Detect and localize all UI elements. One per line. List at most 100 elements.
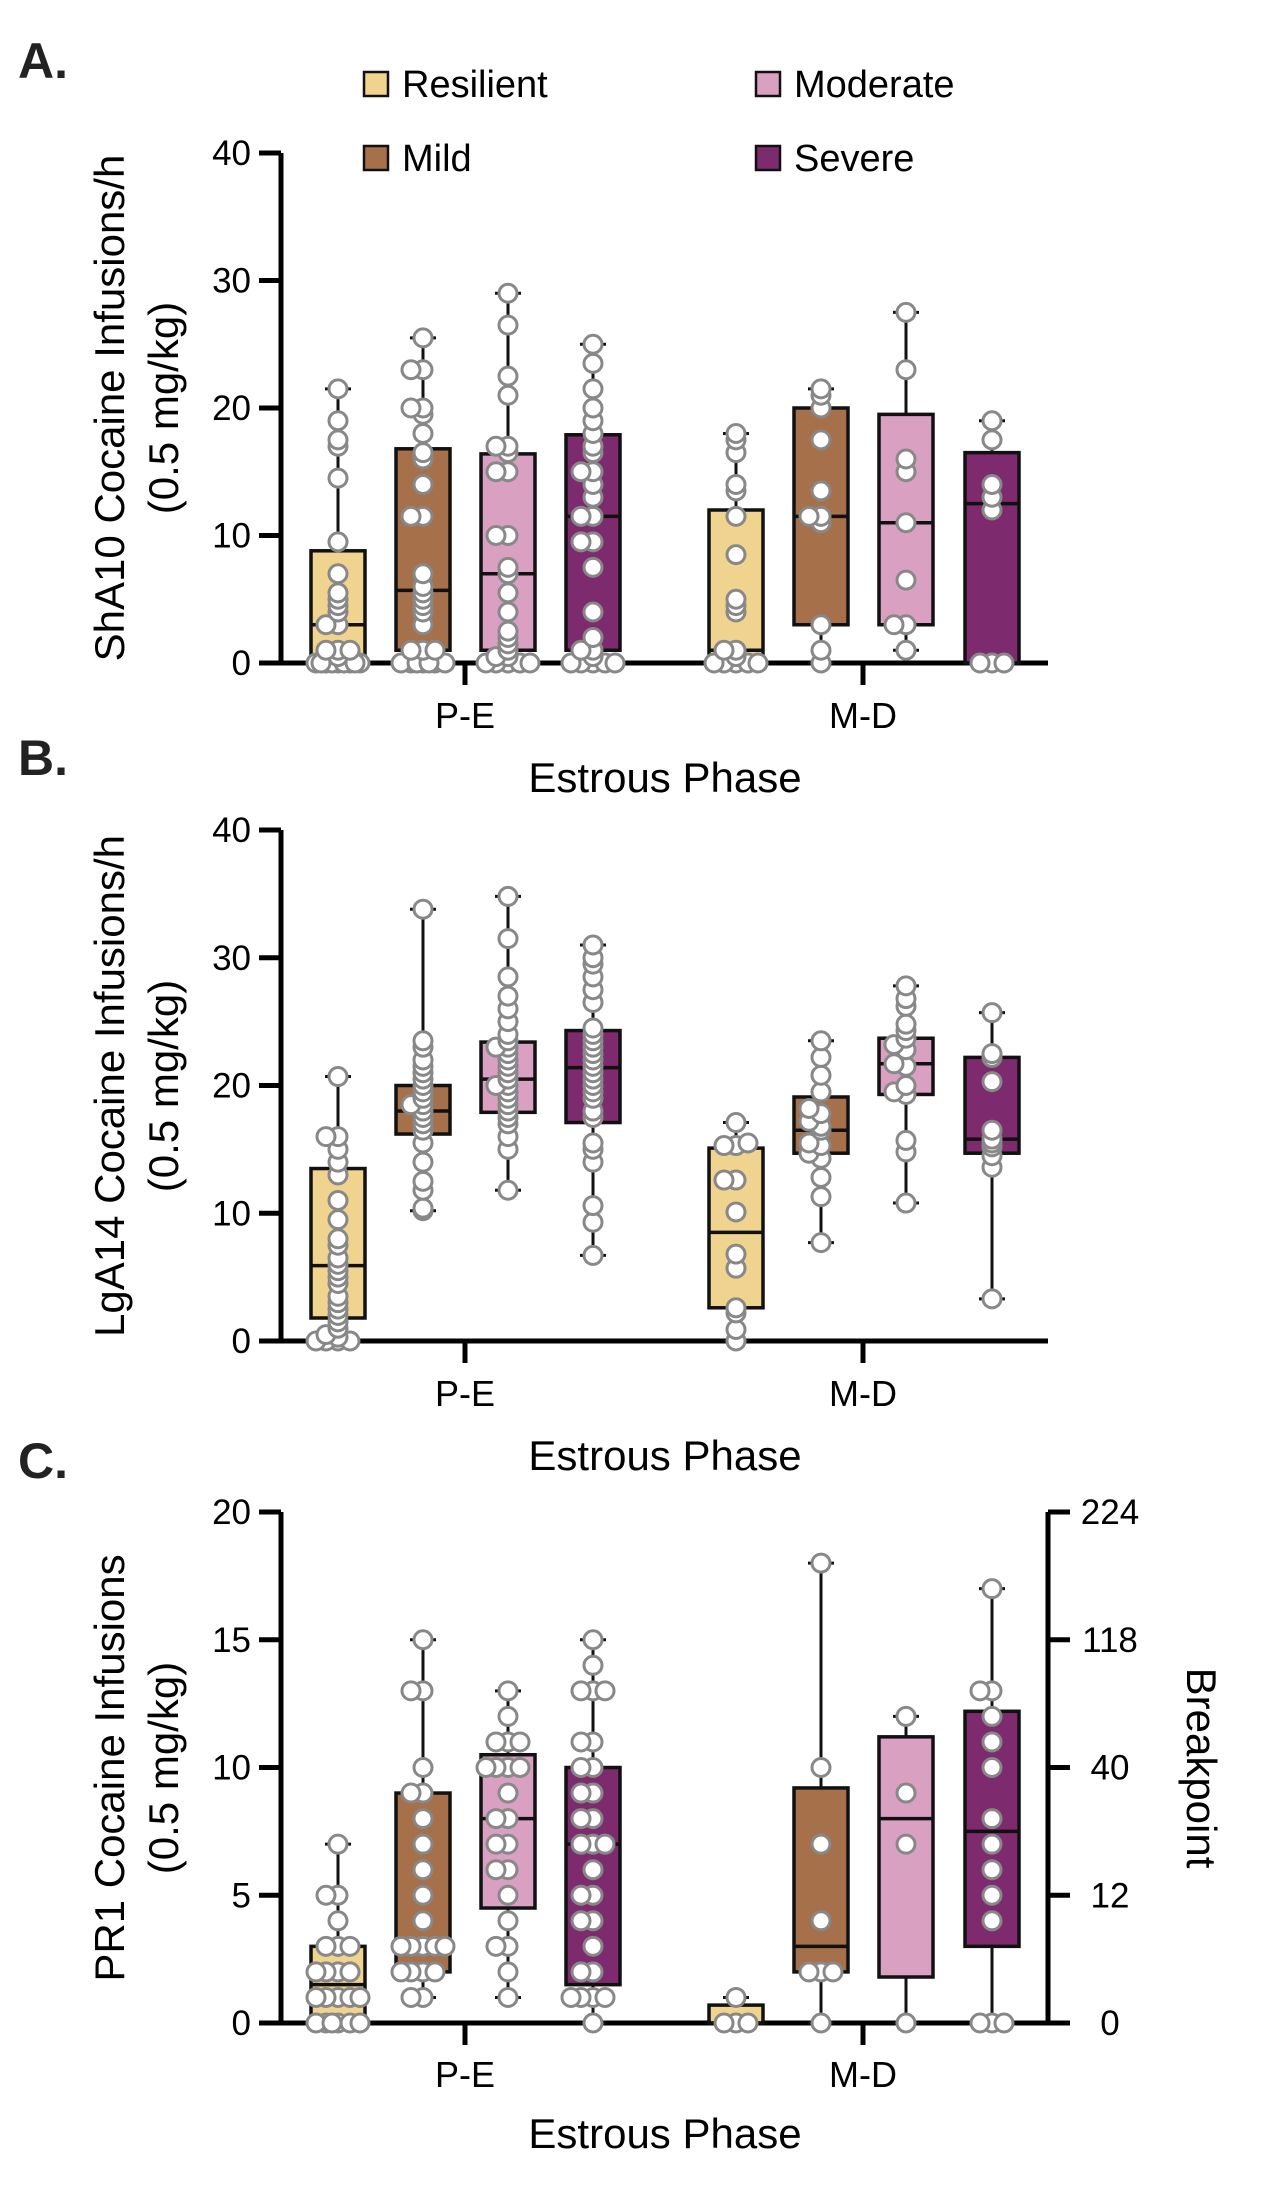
data-point — [895, 1192, 917, 1214]
data-point — [349, 1986, 371, 2008]
y-tick-label: 10 — [212, 517, 251, 556]
data-point — [810, 480, 832, 502]
box — [707, 508, 765, 665]
data-point — [895, 975, 917, 997]
y2-tick-label: 12 — [1091, 1876, 1130, 1915]
data-point — [327, 1910, 349, 1932]
x-category-label-md: M-D — [829, 1373, 897, 1414]
data-point — [412, 1151, 434, 1173]
legend-item-severe: Severe — [754, 138, 914, 180]
data-point — [969, 652, 991, 674]
data-point — [981, 1859, 1003, 1881]
data-point — [725, 474, 747, 495]
data-point — [412, 442, 434, 464]
data-point — [981, 1705, 1003, 1727]
legend-swatch-severe — [754, 144, 782, 172]
data-point — [497, 620, 519, 642]
data-point — [810, 429, 832, 451]
x-category-label-md: M-D — [829, 2054, 897, 2095]
box-group-m-d-moderate — [877, 301, 935, 661]
data-point — [327, 1209, 349, 1231]
data-point — [798, 1961, 820, 1983]
box-group-m-d-mild — [792, 1030, 850, 1254]
data-point — [485, 525, 507, 546]
box-group-m-d-mild — [792, 378, 850, 674]
data-point — [390, 1961, 412, 1983]
data-point — [594, 1680, 616, 1702]
data-point — [412, 1833, 434, 1855]
data-point — [509, 1731, 531, 1753]
box-group-m-d-severe — [963, 1578, 1021, 2034]
data-point — [895, 448, 917, 470]
box-group-m-d-resilient — [707, 1986, 765, 2034]
box-group-p-e-severe — [560, 1629, 622, 2034]
data-point — [981, 1071, 1003, 1093]
y-axis-title-line1: PR1 Cocaine Infusions — [86, 1554, 133, 1981]
data-point — [305, 1961, 327, 1983]
data-point — [737, 2012, 759, 2034]
data-point — [497, 282, 519, 304]
y-tick-label: 30 — [212, 939, 251, 978]
axes: 0 5 10 15 20 0 12 40 118 224 — [212, 1493, 1139, 2045]
data-point — [895, 1833, 917, 1855]
data-point — [895, 301, 917, 323]
data-point — [570, 1680, 592, 1702]
legend-label-mild: Mild — [402, 138, 472, 180]
data-point — [570, 531, 592, 553]
data-point — [485, 1731, 507, 1753]
data-point — [810, 378, 832, 400]
data-point — [713, 1169, 735, 1191]
data-point — [327, 410, 349, 432]
panel-letter: B. — [18, 730, 68, 786]
data-point — [412, 1197, 434, 1219]
data-point — [424, 639, 446, 661]
data-point — [497, 1884, 519, 1906]
data-point — [485, 435, 507, 457]
data-point — [810, 2012, 832, 2034]
y2-axis-title: Breakpoint — [1178, 1668, 1225, 1869]
data-point — [315, 639, 337, 661]
y-tick-label: 30 — [212, 262, 251, 301]
panel-letter: A. — [18, 33, 68, 89]
data-point — [725, 544, 747, 566]
y2-tick-label: 40 — [1091, 1749, 1130, 1788]
y-axis-title-line2: (0.5 mg/kg) — [140, 980, 187, 1192]
data-point — [582, 378, 604, 400]
data-point — [895, 639, 917, 661]
data-point — [895, 512, 917, 534]
box-group-m-d-moderate — [877, 1705, 935, 2034]
legend-item-mild: Mild — [362, 138, 472, 180]
data-point — [349, 2012, 371, 2034]
data-point — [582, 1935, 604, 1957]
y-tick-label: 0 — [232, 1322, 251, 1361]
data-point — [400, 359, 422, 381]
data-point — [822, 1961, 844, 1983]
data-point — [582, 397, 604, 419]
data-point — [594, 1833, 616, 1855]
y-tick-label: 0 — [232, 2004, 251, 2043]
data-point — [485, 1935, 507, 1957]
legend-label-severe: Severe — [794, 138, 914, 180]
data-point — [582, 1017, 604, 1039]
box-group-p-e-mild — [394, 898, 452, 1222]
data-point — [582, 1195, 604, 1217]
y2-tick-label: 0 — [1100, 2004, 1119, 2043]
data-point — [412, 563, 434, 585]
box-group-p-e-moderate — [475, 282, 541, 674]
data-point — [412, 1859, 434, 1881]
data-point — [895, 1013, 917, 1035]
legend-item-moderate: Moderate — [754, 64, 955, 106]
data-point — [725, 505, 747, 527]
data-point — [981, 1119, 1003, 1141]
data-point — [582, 556, 604, 578]
data-point — [981, 429, 1003, 451]
data-point — [315, 1935, 337, 1957]
box-group-p-e-resilient — [305, 378, 371, 674]
data-point — [582, 1132, 604, 1154]
y-tick-label: 10 — [212, 1749, 251, 1788]
data-point — [434, 1935, 456, 1957]
data-point — [315, 614, 337, 636]
data-point — [315, 1884, 337, 1906]
data-point — [321, 2012, 343, 2034]
